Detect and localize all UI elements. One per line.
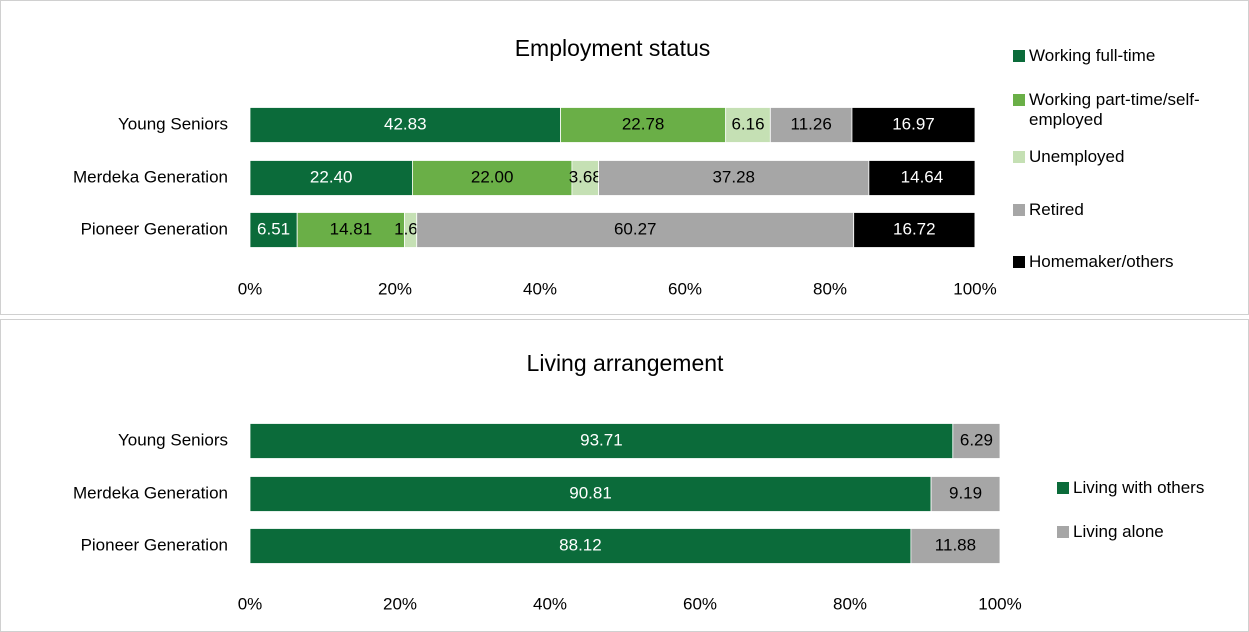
data-label: 60.27 [614,219,657,238]
data-label: 16.72 [893,219,936,238]
bar-segment [910,528,1001,564]
legend-item: Unemployed [1013,147,1218,167]
chart-title: Living arrangement [527,350,725,376]
bar-segment [416,212,855,248]
data-label: 11.26 [791,114,832,133]
bar-segment [851,107,976,143]
bar-segment [249,160,413,196]
data-label: 37.28 [712,167,755,186]
legend-label: Working full-time [1029,46,1156,65]
data-label: 88.12 [559,535,602,554]
bar-segment [952,423,1001,459]
data-label: 14.64 [901,167,944,186]
bar-segment [296,212,405,248]
legend-label: Living alone [1073,522,1164,541]
legend-swatch [1057,526,1069,538]
bar-segment [249,423,954,459]
bar-segment [868,160,976,196]
legend-item: Living with others [1057,478,1249,498]
data-label: 22.00 [471,167,514,186]
legend-label: Retired [1029,200,1084,219]
bar-segment [598,160,870,196]
data-label: 6.51 [257,219,290,238]
data-label: 14.81 [330,219,373,238]
data-label: 6.29 [960,430,993,449]
y-tick-label: Young Seniors [118,114,228,133]
y-tick-label: Pioneer Generation [81,535,228,554]
legend-item: Living alone [1057,522,1249,542]
legend-item: Homemaker/others [1013,252,1218,272]
legend-swatch [1013,204,1025,216]
y-tick-label: Pioneer Generation [81,219,228,238]
y-tick-label: Young Seniors [118,430,228,449]
x-tick-label: 0% [238,279,263,298]
data-label: 3.68 [569,167,602,186]
bar-segment [560,107,727,143]
data-label: 9.19 [949,483,982,502]
data-label: 90.81 [569,483,612,502]
x-tick-label: 20% [383,594,417,613]
legend-label: Living with others [1073,478,1205,497]
y-tick-label: Merdeka Generation [73,483,228,502]
legend-swatch [1013,151,1025,163]
x-tick-label: 40% [523,279,557,298]
legend-swatch [1057,482,1069,494]
legend-item: Working full-time [1013,46,1218,66]
bar-segment [571,160,599,196]
bar-segment [249,528,912,564]
y-tick-label: Merdeka Generation [73,167,228,186]
data-label: 22.78 [622,114,665,133]
data-label: 42.83 [384,114,427,133]
chart-title: Employment status [515,35,711,61]
bar-segment [249,212,298,248]
data-label: 93.71 [580,430,623,449]
legend-label: Homemaker/others [1029,252,1174,271]
data-label: 22.40 [310,167,353,186]
bar-segment [930,476,1001,512]
legend-swatch [1013,50,1025,62]
legend-item: Working part-time/self-employed [1013,90,1218,130]
x-tick-label: 20% [378,279,412,298]
bar-segment [853,212,976,248]
x-tick-label: 100% [978,594,1021,613]
data-label: 6.16 [731,114,764,133]
legend-item: Retired [1013,200,1218,220]
data-label: 11.88 [935,535,976,554]
data-label: 16.97 [892,114,935,133]
panel [0,0,1249,315]
x-tick-label: 60% [668,279,702,298]
x-tick-label: 100% [953,279,996,298]
x-tick-label: 60% [683,594,717,613]
x-tick-label: 0% [238,594,263,613]
bar-segment [249,107,561,143]
legend-swatch [1013,94,1025,106]
legend-label: Unemployed [1029,147,1125,166]
legend-label: Working part-time/self-employed [1029,90,1200,129]
bar-segment [411,160,573,196]
legend-swatch [1013,256,1025,268]
x-tick-label: 80% [833,594,867,613]
x-tick-label: 40% [533,594,567,613]
panel [0,319,1249,632]
x-tick-label: 80% [813,279,847,298]
